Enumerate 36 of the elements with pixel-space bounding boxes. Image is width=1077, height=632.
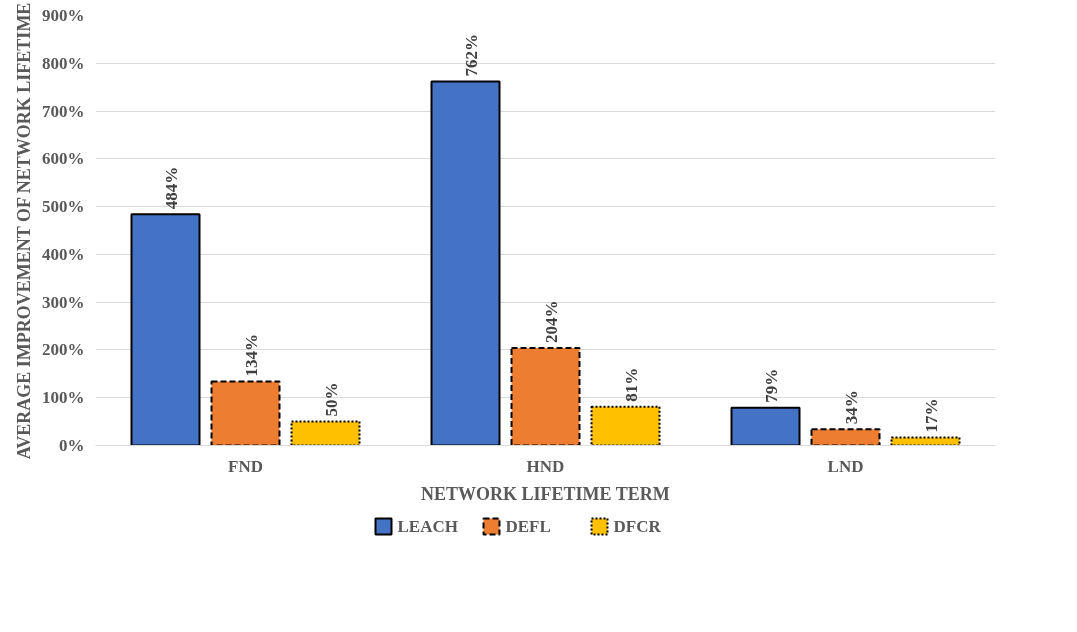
bar <box>130 213 201 446</box>
data-label: 17% <box>922 398 941 433</box>
data-label: 204% <box>542 300 561 344</box>
bar <box>210 380 281 446</box>
y-tick-label: 700% <box>42 101 85 121</box>
bar <box>890 436 961 446</box>
data-label: 81% <box>622 367 641 402</box>
legend-label: DFCR <box>613 517 662 536</box>
y-tick-label: 200% <box>42 340 85 360</box>
x-axis-title: NETWORK LIFETIME TERM <box>420 483 670 504</box>
x-tick-label: LND <box>827 456 864 476</box>
y-tick-label: 100% <box>42 388 85 408</box>
data-label: 50% <box>322 382 341 417</box>
x-tick-label: FND <box>228 456 263 476</box>
x-tick-label: HND <box>526 456 565 476</box>
y-tick-label: 0% <box>59 436 85 455</box>
bar <box>430 80 501 446</box>
data-label: 762% <box>462 33 481 77</box>
bar <box>510 347 581 446</box>
y-tick-label: 800% <box>42 53 85 73</box>
bar <box>590 405 661 446</box>
y-tick-label: 300% <box>42 292 85 312</box>
data-label: 79% <box>762 368 781 403</box>
bar <box>730 406 801 446</box>
legend-label: DEFL <box>505 517 551 536</box>
y-tick-label: 400% <box>42 244 85 264</box>
data-label: 134% <box>242 333 261 377</box>
y-tick-label: 600% <box>42 149 85 169</box>
y-tick-label: 900% <box>42 6 85 25</box>
data-label: 34% <box>842 390 861 425</box>
y-tick-label: 500% <box>42 197 85 217</box>
data-label: 484% <box>162 166 181 210</box>
bar <box>810 428 881 446</box>
y-axis-title: AVERAGE IMPROVEMENT OF NETWORK LIFETIME <box>14 2 34 460</box>
legend-label: LEACH <box>397 517 458 536</box>
bar <box>290 420 361 446</box>
